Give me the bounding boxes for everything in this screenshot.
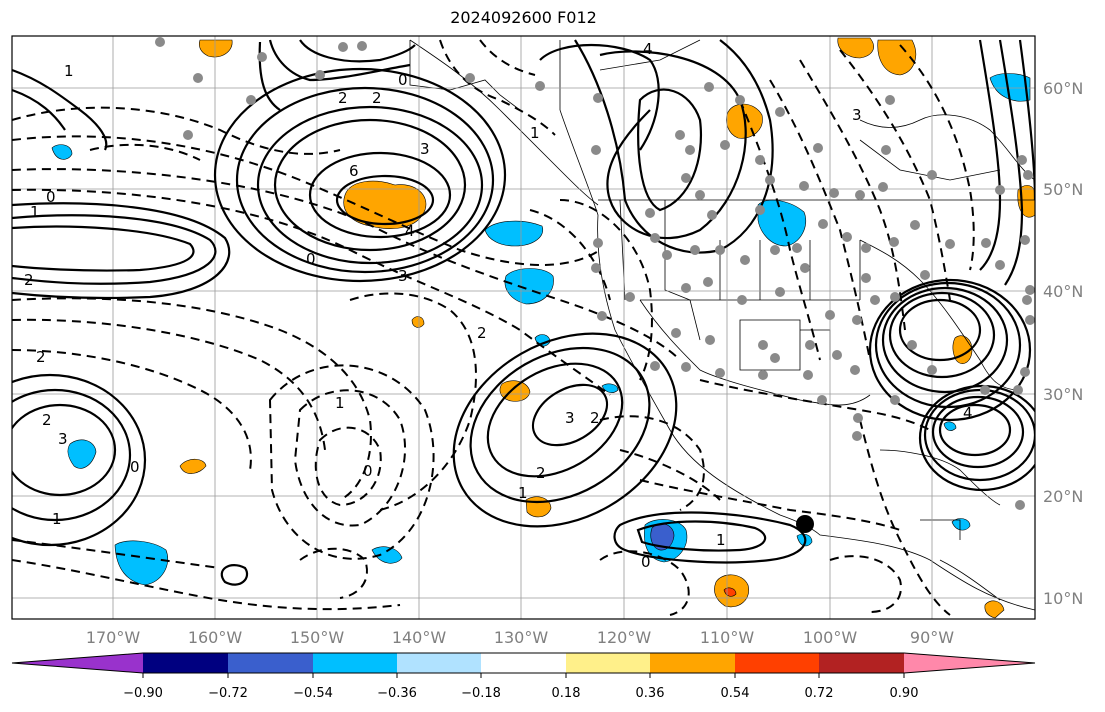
station-dots xyxy=(155,37,1035,510)
lon-tick-label: 120°W xyxy=(597,628,652,647)
lat-tick-label: 60°N xyxy=(1043,79,1083,98)
blue-blob-small-2 xyxy=(51,144,73,160)
lon-tick-label: 100°W xyxy=(803,628,858,647)
lat-tick-label: 50°N xyxy=(1043,180,1083,199)
lon-tick-label: 130°W xyxy=(494,628,549,647)
contour-label: 2 xyxy=(24,271,34,289)
contour-label: 2 xyxy=(477,324,487,342)
blue-blob-small-5 xyxy=(601,383,619,393)
contour-label: 4 xyxy=(405,222,415,240)
contour-label: 1 xyxy=(335,394,345,412)
colorbar-segment xyxy=(481,653,566,673)
contour-label: 1 xyxy=(64,62,74,80)
marker-dot xyxy=(796,515,814,533)
lon-tick-label: 160°W xyxy=(188,628,243,647)
contour-label: 0 xyxy=(398,71,408,89)
lat-tick-labels: 60°N 50°N 40°N 30°N 20°N 10°N xyxy=(1043,79,1083,608)
contour-label: 0 xyxy=(306,250,316,268)
lat-tick-label: 40°N xyxy=(1043,282,1083,301)
blue-blob-east-top xyxy=(989,73,1031,102)
colorbar-tick-label: 0.90 xyxy=(890,686,919,701)
blue-blob-west xyxy=(67,439,97,469)
colorbar-tick-label: 0.18 xyxy=(552,686,581,701)
orange-blob-top-right xyxy=(837,37,874,59)
map-title: 2024092600 F012 xyxy=(450,8,597,27)
lon-tick-labels: 170°W 160°W 150°W 140°W 130°W 120°W 110°… xyxy=(86,628,954,647)
contour-label: 2 xyxy=(372,89,382,107)
colorbar-segment xyxy=(143,653,228,673)
contour-label: 4 xyxy=(643,40,653,58)
contour-label: 2 xyxy=(536,464,546,482)
colorbar-tick-label: −0.72 xyxy=(208,686,248,701)
grid-lines xyxy=(12,36,1035,619)
blue-blob-canada xyxy=(757,199,806,247)
contour-labels: 6 3 4 2 2 0 0 1 2 3 2 1 0 2 2 0 3 2 1 1 … xyxy=(24,40,973,571)
colorbar-segment xyxy=(566,653,650,673)
colorbar-segment xyxy=(819,653,904,673)
contour-label: 0 xyxy=(46,188,56,206)
colorbar-segment xyxy=(228,653,313,673)
orange-blob-left-top xyxy=(198,39,233,58)
colorbar-tick-label: 0.36 xyxy=(636,686,665,701)
blue-blob-gulf xyxy=(943,421,957,431)
blue-blob-carib xyxy=(951,518,971,531)
contour-label: 0 xyxy=(130,458,140,476)
lat-tick-label: 10°N xyxy=(1043,589,1083,608)
contour-label: 1 xyxy=(52,510,62,528)
contour-label: 3 xyxy=(565,409,575,427)
colorbar-segment xyxy=(735,653,819,673)
contour-label: 3 xyxy=(58,430,68,448)
orange-blob-hawaii xyxy=(179,458,207,474)
contour-label: 1 xyxy=(530,124,540,142)
blue-blob-pac-1 xyxy=(484,220,544,247)
lon-tick-label: 110°W xyxy=(700,628,755,647)
map-area xyxy=(12,36,1035,619)
orange-blob-small-2 xyxy=(984,600,1005,619)
colorbar-tick-label: −0.54 xyxy=(293,686,333,701)
darkblue-blob-mex xyxy=(650,523,675,551)
orange-blob-small-1 xyxy=(411,316,425,328)
colorbar-segment xyxy=(397,653,481,673)
contour-label: 0 xyxy=(641,553,651,571)
colorbar-tick-label: −0.90 xyxy=(123,686,163,701)
contour-label: 1 xyxy=(30,203,40,221)
contour-label: 1 xyxy=(518,484,528,502)
contour-label: 2 xyxy=(590,409,600,427)
land-boundaries xyxy=(409,39,1035,611)
shaded-regions xyxy=(51,37,1035,619)
lon-tick-label: 140°W xyxy=(392,628,447,647)
contour-label: 3 xyxy=(420,140,430,158)
colorbar-segment xyxy=(650,653,735,673)
dashed-contours xyxy=(12,39,975,616)
contour-label: 3 xyxy=(852,106,862,124)
lat-tick-label: 20°N xyxy=(1043,487,1083,506)
lon-tick-label: 170°W xyxy=(86,628,141,647)
contour-label: 2 xyxy=(42,411,52,429)
contour-label: 1 xyxy=(716,531,726,549)
lat-tick-label: 30°N xyxy=(1043,385,1083,404)
colorbar-extend-right xyxy=(904,653,1035,673)
colorbar-tick-label: −0.18 xyxy=(461,686,501,701)
colorbar-tick-label: 0.54 xyxy=(721,686,750,701)
blue-blob-small-1 xyxy=(371,546,403,564)
orange-blob-top-right-2 xyxy=(877,39,916,76)
colorbar-tick-label: 0.72 xyxy=(805,686,834,701)
colorbar-extend-left xyxy=(12,653,143,673)
orange-blob-30n xyxy=(499,380,531,402)
colorbar: −0.90 −0.72 −0.54 −0.36 −0.18 0.18 0.36 … xyxy=(11,652,1036,701)
contour-label: 6 xyxy=(349,162,359,180)
map-border xyxy=(11,35,1036,620)
contour-label: 3 xyxy=(398,267,408,285)
lon-tick-label: 150°W xyxy=(290,628,345,647)
contour-label: 2 xyxy=(36,348,46,366)
contour-label: 2 xyxy=(338,89,348,107)
lon-tick-label: 90°W xyxy=(910,628,954,647)
blue-blob-sw xyxy=(114,540,168,586)
contour-label: 0 xyxy=(363,462,373,480)
colorbar-segment xyxy=(313,653,397,673)
orange-blob-pacific-north xyxy=(343,180,427,229)
colorbar-tick-label: −0.36 xyxy=(377,686,417,701)
contour-label: 4 xyxy=(963,404,973,422)
